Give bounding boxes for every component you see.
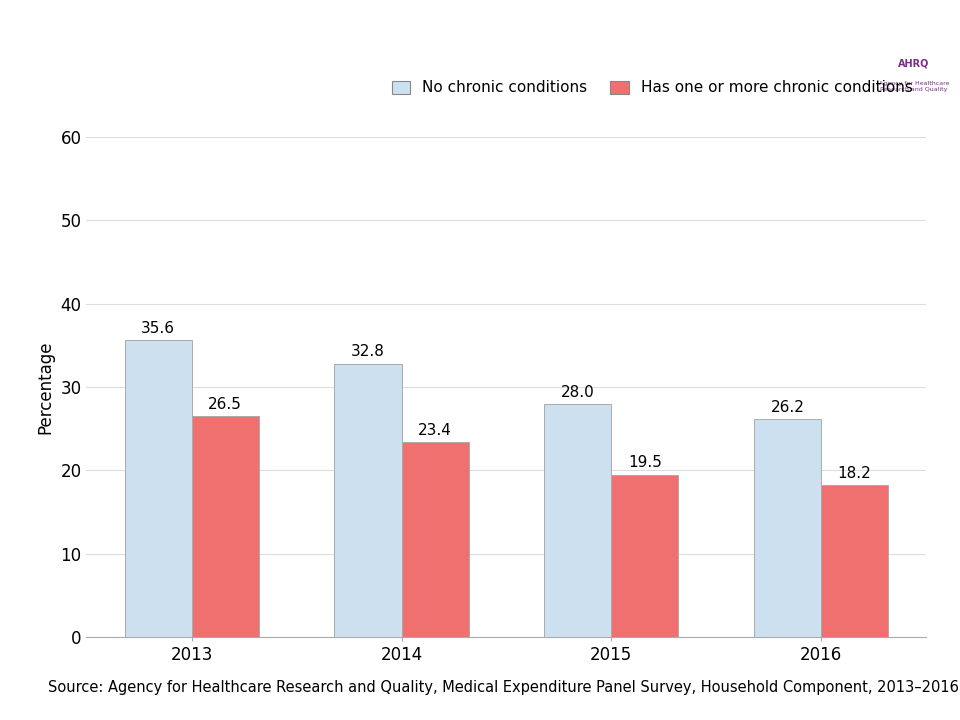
Y-axis label: Percentage: Percentage	[36, 341, 55, 433]
Text: 18.2: 18.2	[838, 467, 872, 481]
Text: 26.5: 26.5	[208, 397, 242, 412]
Text: Source: Agency for Healthcare Research and Quality, Medical Expenditure Panel Su: Source: Agency for Healthcare Research a…	[48, 680, 960, 695]
Text: 23.4: 23.4	[419, 423, 452, 438]
Bar	[401, 442, 468, 637]
Text: 19.5: 19.5	[628, 456, 661, 470]
Bar	[334, 364, 401, 637]
Text: 35.6: 35.6	[141, 321, 175, 336]
Text: Agency for Healthcare
Research and Quality: Agency for Healthcare Research and Quali…	[878, 81, 949, 92]
Circle shape	[523, 22, 960, 124]
Text: 32.8: 32.8	[351, 344, 385, 359]
Text: AHRQ: AHRQ	[899, 59, 929, 69]
Bar	[821, 485, 888, 637]
Bar	[754, 419, 821, 637]
Text: 28.0: 28.0	[561, 384, 594, 400]
Text: 26.2: 26.2	[771, 400, 804, 415]
Bar	[125, 341, 192, 637]
Bar	[192, 416, 259, 637]
Text: Figure 14. Percentage of non-elderly adults, ages 18–64,
who were ever uninsured: Figure 14. Percentage of non-elderly adu…	[80, 27, 765, 100]
Bar	[612, 474, 679, 637]
Bar	[544, 404, 612, 637]
Legend: No chronic conditions, Has one or more chronic conditions: No chronic conditions, Has one or more c…	[386, 74, 919, 102]
